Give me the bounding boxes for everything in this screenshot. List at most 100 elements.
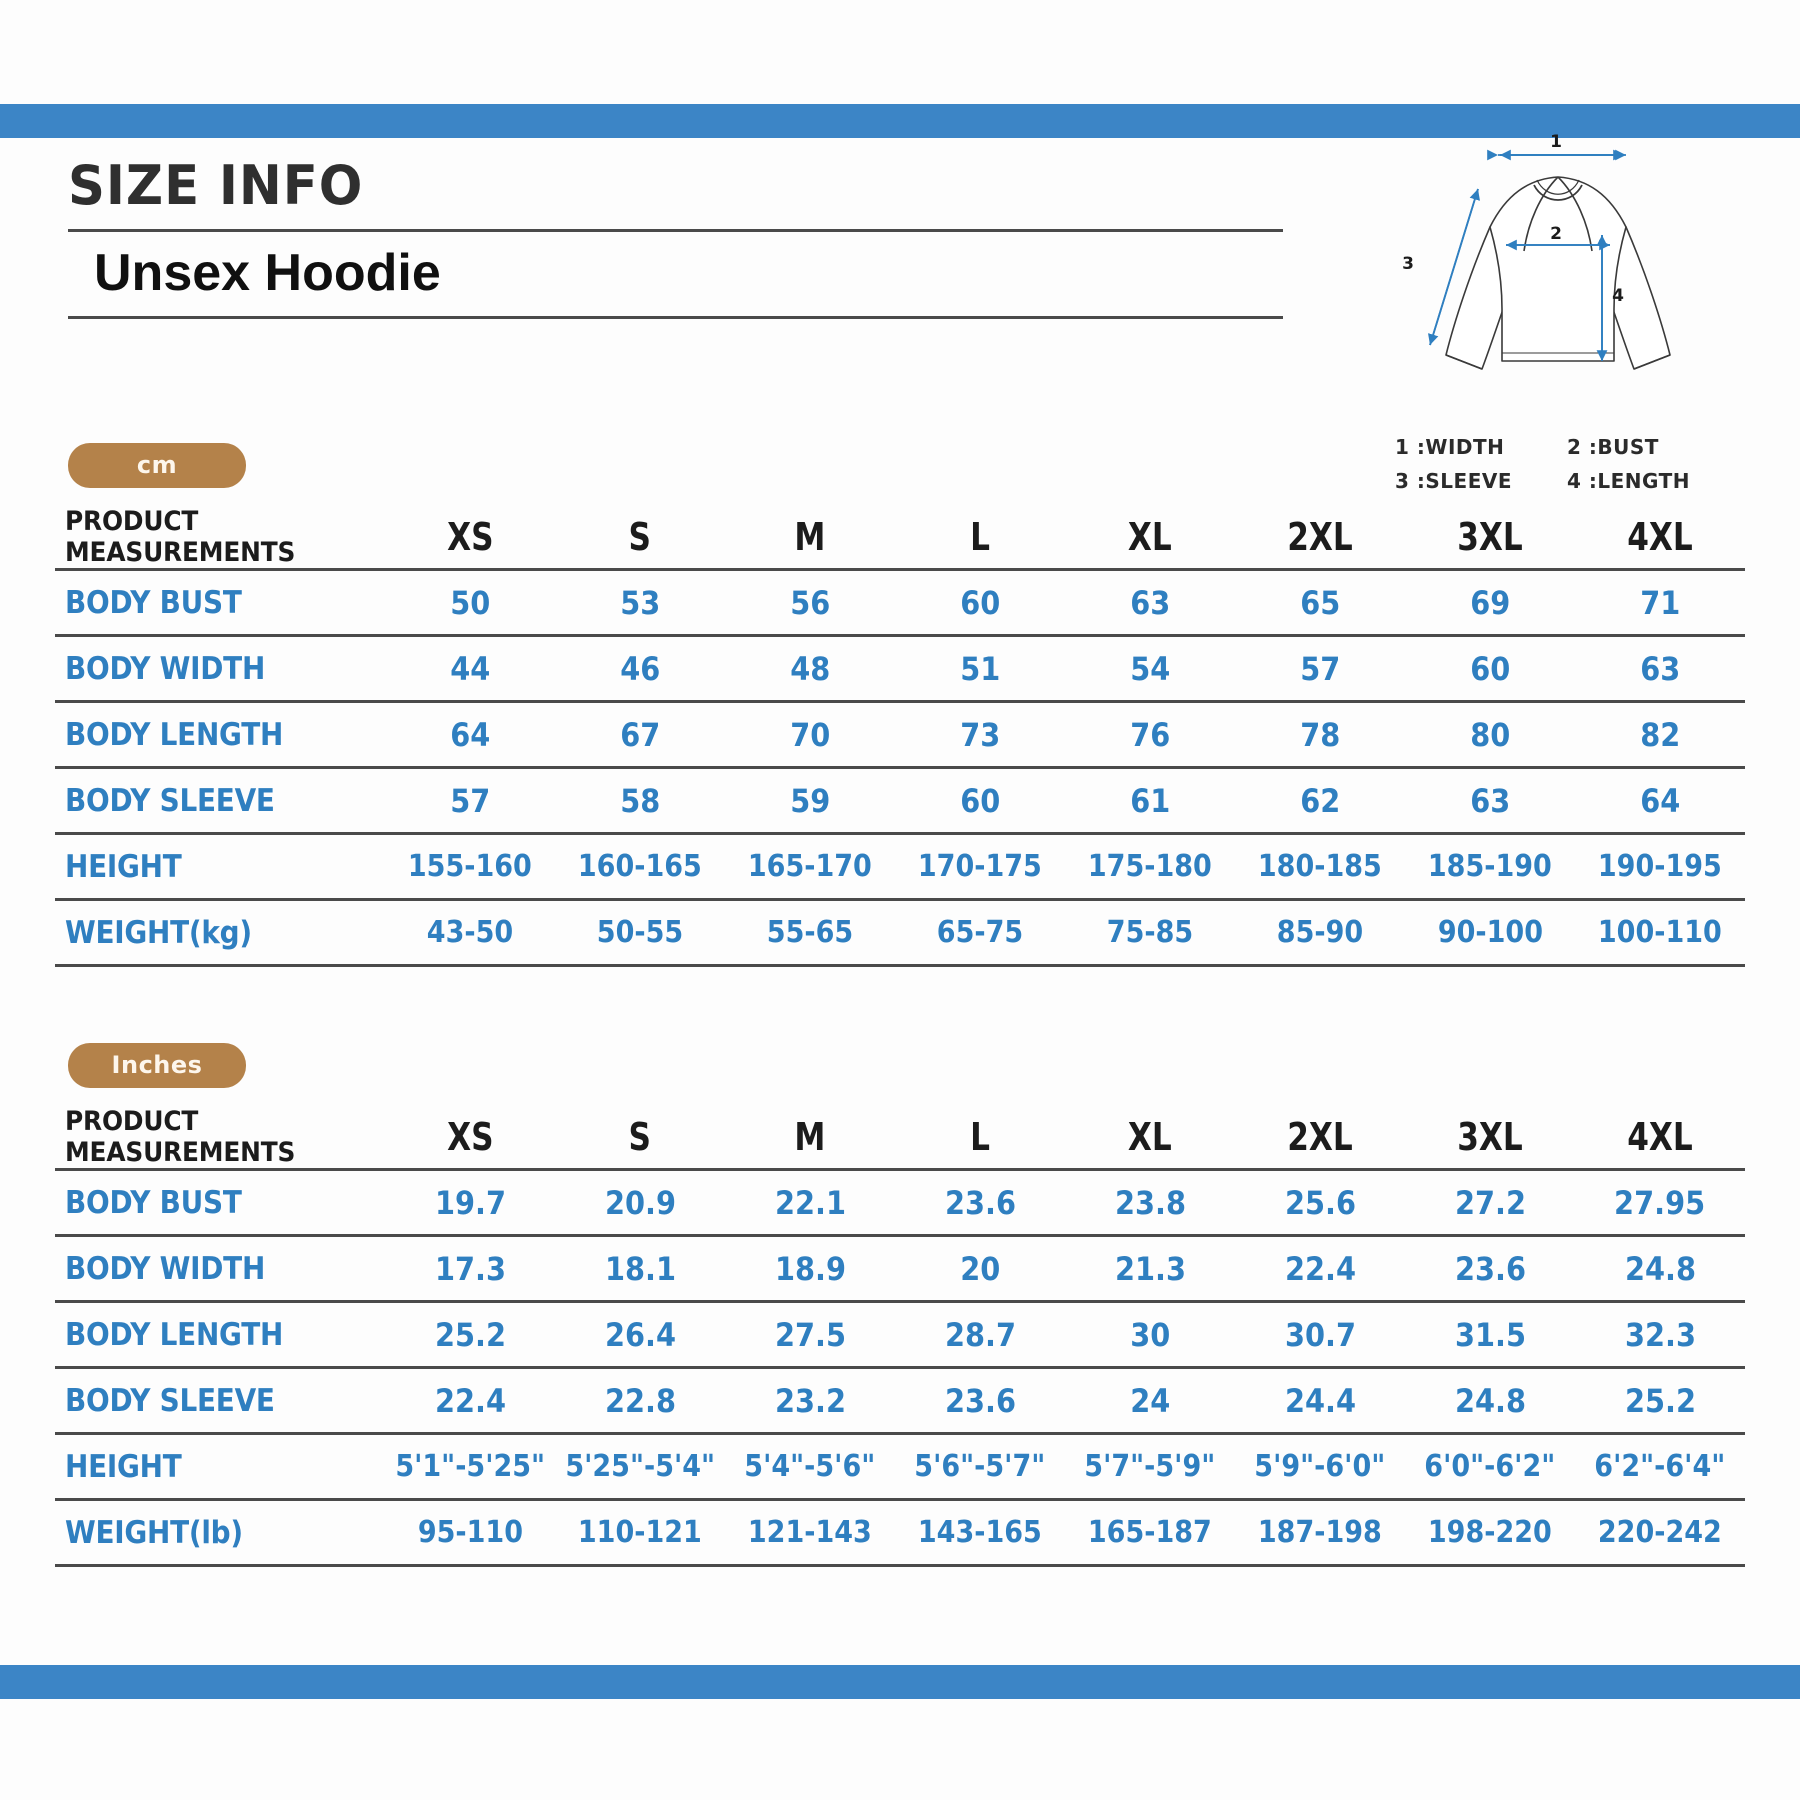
table-cell: 26.4 xyxy=(555,1301,725,1369)
table-row: BODY LENGTH 25.2 26.4 27.5 28.7 30 30.7 … xyxy=(55,1301,1745,1369)
table-cell: 121-143 xyxy=(725,1499,895,1567)
table-cell: 198-220 xyxy=(1405,1499,1575,1567)
row-label: BODY SLEEVE xyxy=(55,1367,385,1435)
table-cell: 24.8 xyxy=(1575,1235,1745,1303)
row-label: HEIGHT xyxy=(55,833,385,901)
column-header-size: L xyxy=(895,1106,1065,1171)
table-cell: 54 xyxy=(1065,635,1235,703)
column-header-size: 2XL xyxy=(1235,1106,1405,1171)
legend-bust: 2 :BUST xyxy=(1567,435,1659,459)
table-cell: 85-90 xyxy=(1235,899,1405,967)
table-cell: 5'7"-5'9" xyxy=(1065,1433,1235,1501)
column-header-size: S xyxy=(555,506,725,571)
header-block: SIZE INFO Unsex Hoodie xyxy=(68,154,1283,320)
table-row: WEIGHT(lb) 95-110 110-121 121-143 143-16… xyxy=(55,1499,1745,1567)
top-blue-bar xyxy=(0,104,1800,138)
diagram-marker-1-label: 1 xyxy=(1550,132,1562,152)
table-row: BODY LENGTH 64 67 70 73 76 78 80 82 xyxy=(55,701,1745,769)
table-cell: 90-100 xyxy=(1405,899,1575,967)
table-cell: 31.5 xyxy=(1405,1301,1575,1369)
table-cell: 27.5 xyxy=(725,1301,895,1369)
hoodie-measurement-svg: 1 2 3 4 xyxy=(1402,132,1671,370)
table-cell: 61 xyxy=(1065,767,1235,835)
table-cell: 180-185 xyxy=(1235,833,1405,901)
table-cell: 51 xyxy=(895,635,1065,703)
table-cell: 5'25"-5'4" xyxy=(555,1433,725,1501)
table-cell: 46 xyxy=(555,635,725,703)
column-header-size: XS xyxy=(385,1106,555,1171)
table-cell: 43-50 xyxy=(385,899,555,967)
column-header-size: S xyxy=(555,1106,725,1171)
table-cell: 5'4"-5'6" xyxy=(725,1433,895,1501)
table-cell: 64 xyxy=(1575,767,1745,835)
legend-row: 1 :WIDTH 2 :BUST xyxy=(1395,430,1755,464)
table-cell: 170-175 xyxy=(895,833,1065,901)
diagram-marker-4-label: 4 xyxy=(1612,286,1624,306)
table-cell: 190-195 xyxy=(1575,833,1745,901)
table-cell: 44 xyxy=(385,635,555,703)
row-label: WEIGHT(lb) xyxy=(55,1499,385,1567)
table-cell: 56 xyxy=(725,569,895,637)
table-row: BODY BUST 50 53 56 60 63 65 69 71 xyxy=(55,569,1745,637)
diagram-marker-2-label: 2 xyxy=(1550,224,1562,244)
table-cell: 23.6 xyxy=(895,1367,1065,1435)
row-label: BODY SLEEVE xyxy=(55,767,385,835)
diagram-marker-3-label: 3 xyxy=(1402,254,1414,274)
table-cell: 64 xyxy=(385,701,555,769)
table-cell: 22.4 xyxy=(385,1367,555,1435)
table-cell: 50 xyxy=(385,569,555,637)
table-cell: 57 xyxy=(1235,635,1405,703)
title-divider-bottom xyxy=(68,316,1283,320)
table-cell: 100-110 xyxy=(1575,899,1745,967)
table-cell: 25.6 xyxy=(1235,1169,1405,1237)
table-cell: 187-198 xyxy=(1235,1499,1405,1567)
column-header-size: XL xyxy=(1065,506,1235,571)
garment-diagram: 1 2 3 4 xyxy=(1378,123,1738,373)
table-cell: 57 xyxy=(385,767,555,835)
table-cell: 5'6"-5'7" xyxy=(895,1433,1065,1501)
content-area: SIZE INFO Unsex Hoodie xyxy=(0,132,1800,1665)
table-cell: 5'9"-6'0" xyxy=(1235,1433,1405,1501)
table-cell: 23.6 xyxy=(1405,1235,1575,1303)
legend-width: 1 :WIDTH xyxy=(1395,435,1505,459)
table-cell: 65-75 xyxy=(895,899,1065,967)
table-cell: 55-65 xyxy=(725,899,895,967)
row-label: BODY LENGTH xyxy=(55,701,385,769)
column-header-size: M xyxy=(725,506,895,571)
column-header-size: XL xyxy=(1065,1106,1235,1171)
table-cell: 95-110 xyxy=(385,1499,555,1567)
table-cell: 70 xyxy=(725,701,895,769)
table-row: BODY BUST 19.7 20.9 22.1 23.6 23.8 25.6 … xyxy=(55,1169,1745,1237)
bottom-blue-bar xyxy=(0,1665,1800,1699)
table-cell: 185-190 xyxy=(1405,833,1575,901)
table-cell: 58 xyxy=(555,767,725,835)
table-cell: 165-170 xyxy=(725,833,895,901)
table-cell: 143-165 xyxy=(895,1499,1065,1567)
size-table-inches: PRODUCT MEASUREMENTS XS S M L XL 2XL 3XL… xyxy=(55,1106,1745,1567)
row-label: HEIGHT xyxy=(55,1433,385,1501)
table-cell: 220-242 xyxy=(1575,1499,1745,1567)
table-cell: 24.8 xyxy=(1405,1367,1575,1435)
table-cell: 63 xyxy=(1405,767,1575,835)
table-cell: 82 xyxy=(1575,701,1745,769)
table-cell: 165-187 xyxy=(1065,1499,1235,1567)
table-cell: 175-180 xyxy=(1065,833,1235,901)
table-cell: 155-160 xyxy=(385,833,555,901)
table-cell: 160-165 xyxy=(555,833,725,901)
size-table-cm: PRODUCT MEASUREMENTS XS S M L XL 2XL 3XL… xyxy=(55,506,1745,967)
column-header-size: 4XL xyxy=(1575,1106,1745,1171)
row-label: BODY LENGTH xyxy=(55,1301,385,1369)
unit-badge-cm: cm xyxy=(68,443,246,488)
table-cell: 20.9 xyxy=(555,1169,725,1237)
table-cell: 25.2 xyxy=(385,1301,555,1369)
table-cell: 76 xyxy=(1065,701,1235,769)
table-cell: 63 xyxy=(1065,569,1235,637)
table-cell: 60 xyxy=(1405,635,1575,703)
page-title: SIZE INFO xyxy=(68,154,364,217)
table-cell: 27.2 xyxy=(1405,1169,1575,1237)
table-cell: 21.3 xyxy=(1065,1235,1235,1303)
table-row: HEIGHT 155-160 160-165 165-170 170-175 1… xyxy=(55,833,1745,901)
table-cell: 69 xyxy=(1405,569,1575,637)
table-cell: 24.4 xyxy=(1235,1367,1405,1435)
diagram-legend: 1 :WIDTH 2 :BUST 3 :SLEEVE 4 :LENGTH xyxy=(1395,430,1755,498)
